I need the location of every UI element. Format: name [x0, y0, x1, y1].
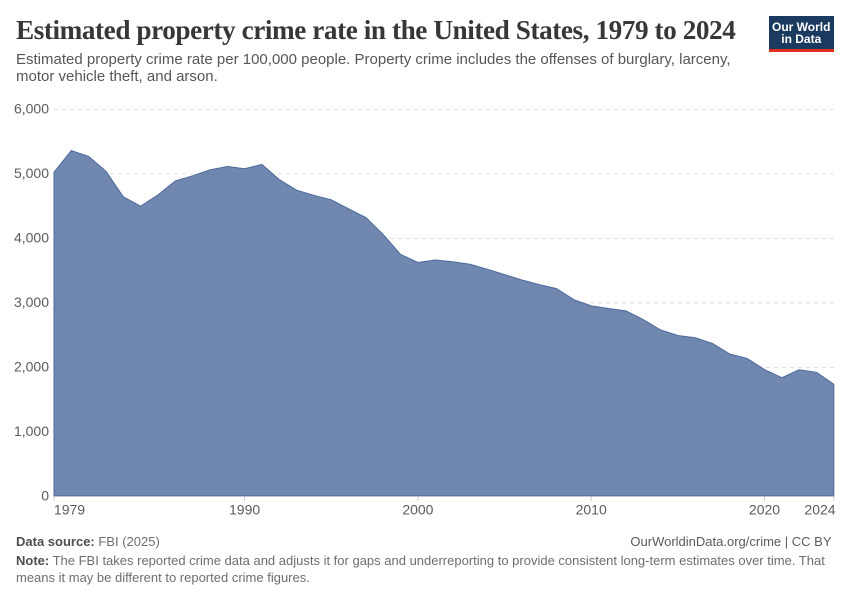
svg-text:2024: 2024	[804, 502, 835, 518]
svg-text:2010: 2010	[576, 502, 607, 518]
svg-text:2000: 2000	[402, 502, 433, 518]
svg-text:5,000: 5,000	[14, 165, 49, 181]
svg-text:4,000: 4,000	[14, 230, 49, 246]
svg-text:0: 0	[41, 488, 49, 504]
svg-text:2,000: 2,000	[14, 359, 49, 375]
svg-text:3,000: 3,000	[14, 294, 49, 310]
svg-text:6,000: 6,000	[14, 101, 49, 117]
svg-text:1,000: 1,000	[14, 423, 49, 439]
svg-text:1979: 1979	[54, 502, 85, 518]
svg-text:1990: 1990	[229, 502, 260, 518]
svg-text:2020: 2020	[749, 502, 780, 518]
